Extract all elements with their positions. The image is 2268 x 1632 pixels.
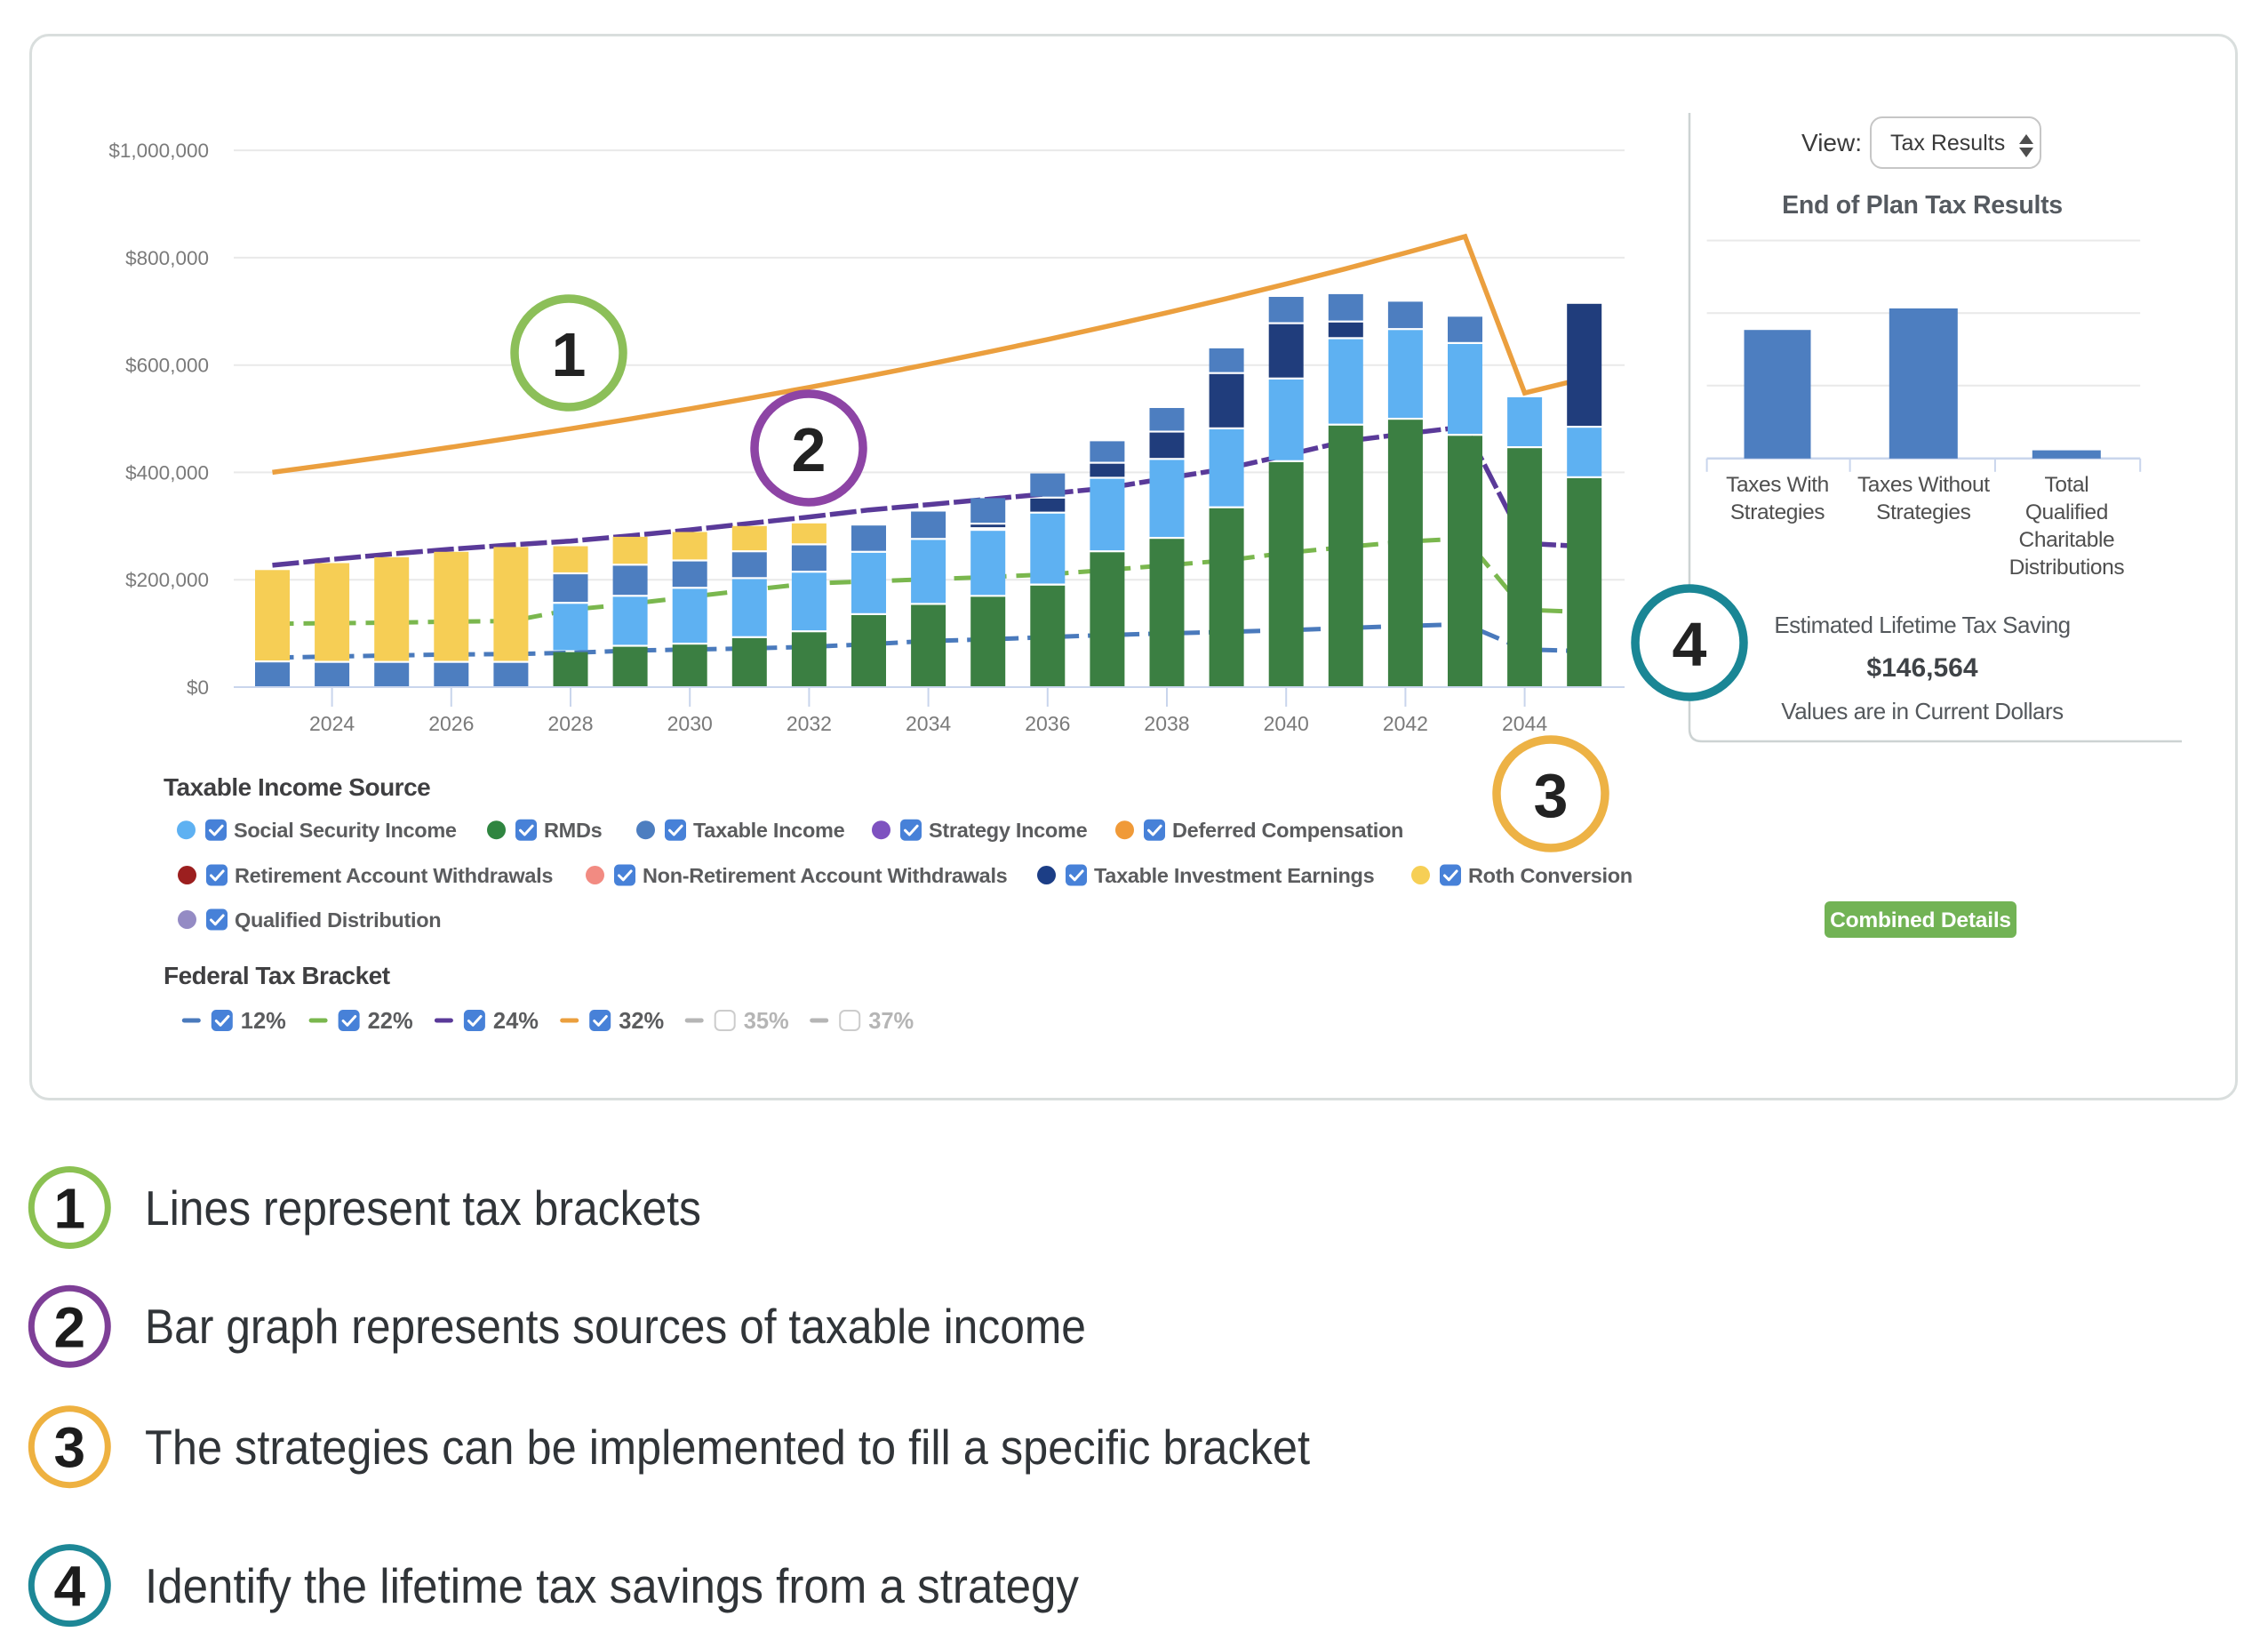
svg-text:$146,564: $146,564 — [1866, 653, 1977, 683]
svg-text:Tax Results: Tax Results — [1890, 131, 2005, 156]
svg-text:$600,000: $600,000 — [125, 355, 209, 377]
svg-text:Taxable Income: Taxable Income — [693, 819, 845, 842]
svg-text:Retirement Account Withdrawals: Retirement Account Withdrawals — [235, 864, 553, 887]
svg-text:3: 3 — [1534, 761, 1569, 830]
svg-text:2042: 2042 — [1383, 712, 1428, 735]
svg-text:$200,000: $200,000 — [125, 569, 209, 591]
svg-text:View:: View: — [1801, 129, 1862, 156]
svg-text:$400,000: $400,000 — [125, 461, 209, 484]
svg-text:32%: 32% — [619, 1009, 664, 1034]
svg-text:24%: 24% — [493, 1009, 539, 1034]
svg-text:22%: 22% — [368, 1009, 413, 1034]
svg-text:Deferred Compensation: Deferred Compensation — [1172, 819, 1403, 842]
svg-text:4: 4 — [1673, 610, 1707, 679]
svg-text:2030: 2030 — [667, 712, 713, 735]
svg-text:2044: 2044 — [1502, 712, 1547, 735]
svg-text:Values are in Current Dollars: Values are in Current Dollars — [1781, 698, 2064, 724]
svg-text:2026: 2026 — [428, 712, 474, 735]
svg-text:End of Plan Tax Results: End of Plan Tax Results — [1782, 191, 2063, 220]
svg-text:1: 1 — [552, 320, 587, 389]
svg-text:2024: 2024 — [309, 712, 355, 735]
svg-text:12%: 12% — [241, 1009, 286, 1034]
svg-text:2034: 2034 — [906, 712, 951, 735]
svg-text:$0: $0 — [187, 676, 209, 699]
svg-text:Taxable Income Source: Taxable Income Source — [164, 773, 430, 801]
svg-text:Roth Conversion: Roth Conversion — [1468, 864, 1633, 887]
svg-text:2038: 2038 — [1144, 712, 1189, 735]
svg-text:2028: 2028 — [547, 712, 593, 735]
svg-text:2032: 2032 — [787, 712, 832, 735]
svg-text:$800,000: $800,000 — [125, 247, 209, 269]
svg-text:2: 2 — [792, 415, 827, 484]
svg-text:Social Security Income: Social Security Income — [234, 819, 457, 842]
svg-text:2040: 2040 — [1264, 712, 1309, 735]
svg-text:1: 1 — [54, 1177, 86, 1241]
svg-text:3: 3 — [54, 1416, 86, 1480]
svg-text:Combined Details: Combined Details — [1830, 908, 2011, 932]
svg-text:RMDs: RMDs — [544, 819, 603, 842]
svg-text:2: 2 — [54, 1295, 86, 1359]
svg-text:Strategy Income: Strategy Income — [929, 819, 1088, 842]
svg-text:35%: 35% — [744, 1009, 789, 1034]
svg-text:Qualified Distribution: Qualified Distribution — [235, 908, 441, 932]
svg-text:4: 4 — [54, 1555, 86, 1619]
svg-text:37%: 37% — [868, 1009, 914, 1034]
svg-text:Non-Retirement Account Withdra: Non-Retirement Account Withdrawals — [643, 864, 1008, 887]
svg-text:2036: 2036 — [1025, 712, 1070, 735]
svg-text:$1,000,000: $1,000,000 — [108, 140, 209, 162]
svg-text:Federal Tax Bracket: Federal Tax Bracket — [164, 962, 390, 989]
svg-text:Taxable Investment Earnings: Taxable Investment Earnings — [1094, 864, 1375, 887]
svg-text:Estimated Lifetime Tax Saving: Estimated Lifetime Tax Saving — [1774, 612, 2070, 638]
